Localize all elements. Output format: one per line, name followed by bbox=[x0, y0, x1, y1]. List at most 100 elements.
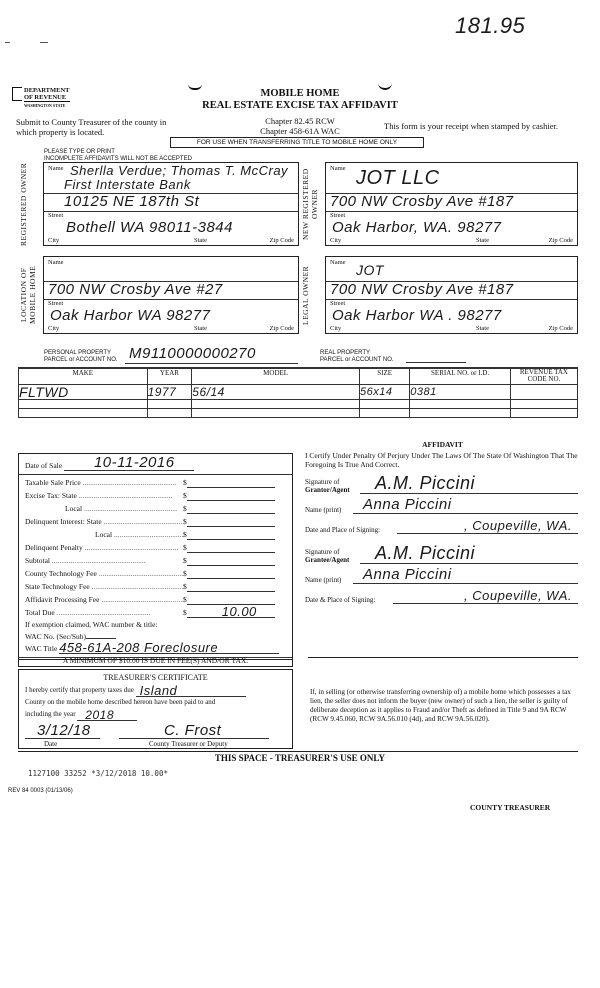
fee-value-field[interactable] bbox=[186, 596, 275, 605]
label: Name bbox=[330, 259, 346, 266]
label: Name (print) bbox=[305, 506, 342, 514]
cell-serial[interactable]: 0381 bbox=[409, 384, 511, 400]
registered-owner-name-2[interactable]: First Interstate Bank bbox=[64, 177, 191, 192]
fee-label-wrap: Local ..................................… bbox=[25, 504, 183, 514]
cell[interactable] bbox=[358, 408, 411, 418]
grantee-signature-field[interactable]: A.M. Piccini bbox=[360, 542, 578, 564]
fee-value-field[interactable] bbox=[186, 518, 275, 527]
cell[interactable] bbox=[146, 399, 193, 409]
cell-year[interactable]: 1977 bbox=[146, 384, 193, 400]
fee-label: Local bbox=[65, 504, 83, 513]
fee-label: Total Due bbox=[25, 608, 55, 617]
leader-dots: ........................................… bbox=[82, 504, 178, 513]
leader-dots: ........................................… bbox=[54, 608, 151, 617]
registered-owner-city[interactable]: Bothell WA 98011-3844 bbox=[66, 219, 233, 236]
label: including the year bbox=[25, 710, 76, 718]
cell-make[interactable]: FLTWD bbox=[18, 384, 148, 400]
cell[interactable] bbox=[191, 399, 360, 409]
fee-label-wrap: Excise Tax: State ......................… bbox=[25, 491, 183, 501]
treasurer-signature-field[interactable]: C. Frost bbox=[119, 722, 269, 739]
fee-row: Local ..................................… bbox=[25, 530, 286, 540]
cell[interactable] bbox=[509, 399, 579, 409]
scan-mark bbox=[40, 42, 48, 43]
fee-label-wrap: Total Due ..............................… bbox=[25, 608, 183, 618]
year-field[interactable]: 2018 bbox=[77, 709, 138, 721]
new-owner-street[interactable]: 700 NW Crosby Ave #187 bbox=[330, 193, 514, 210]
cell[interactable] bbox=[146, 408, 193, 418]
label: Street bbox=[330, 300, 346, 307]
location-box: Name Street City State Zip Code 700 NW C… bbox=[43, 256, 299, 334]
fee-value-field[interactable] bbox=[186, 544, 275, 553]
real-property-field[interactable] bbox=[406, 354, 466, 363]
county-field[interactable]: Island bbox=[135, 684, 246, 697]
cell[interactable] bbox=[191, 408, 360, 418]
label: PARCEL or ACCOUNT NO. bbox=[320, 357, 394, 363]
new-owner-city[interactable]: Oak Harbor, WA. 98277 bbox=[332, 219, 502, 236]
fee-value-field[interactable] bbox=[186, 531, 275, 540]
grantor-signature-field[interactable]: A.M. Piccini bbox=[360, 473, 578, 494]
label: County Treasurer or Deputy bbox=[149, 740, 228, 748]
dollar-sign: $ bbox=[183, 608, 187, 617]
cell[interactable] bbox=[509, 408, 579, 418]
fee-value-field[interactable] bbox=[186, 505, 275, 514]
cert-date-field[interactable]: 3/12/18 bbox=[25, 722, 100, 739]
label: Date of Sale bbox=[25, 461, 63, 470]
label: State bbox=[194, 237, 207, 244]
dollar-sign: $ bbox=[183, 556, 187, 565]
real-property-label: REAL PROPERTY PARCEL or ACCOUNT NO. bbox=[320, 350, 394, 364]
label: REAL PROPERTY bbox=[320, 350, 371, 356]
table-row bbox=[18, 399, 579, 409]
legal-owner-name[interactable]: JOT bbox=[356, 262, 384, 278]
fee-value-field[interactable] bbox=[186, 583, 275, 592]
registered-owner-name[interactable]: Sherlla Verdue; Thomas T. McCray bbox=[70, 163, 289, 178]
cell[interactable] bbox=[409, 399, 511, 409]
date-of-sale-field[interactable]: 10-11-2016 bbox=[63, 455, 194, 471]
dollar-sign: $ bbox=[183, 543, 187, 552]
new-owner-name[interactable]: JOT LLC bbox=[356, 167, 440, 189]
cell[interactable] bbox=[358, 399, 411, 409]
scan-mark bbox=[5, 42, 10, 43]
cell[interactable] bbox=[409, 408, 511, 418]
grantee-date-place-field[interactable]: , Coupeville, WA. bbox=[393, 588, 578, 604]
grantor-date-place-field[interactable]: , Coupeville, WA. bbox=[397, 518, 578, 534]
legal-owner-city[interactable]: Oak Harbor WA . 98277 bbox=[332, 307, 502, 324]
fee-label-wrap: County Technology Fee ..................… bbox=[25, 569, 183, 579]
county-treasurer-label: COUNTY TREASURER bbox=[470, 803, 551, 812]
fee-label: Excise Tax: State bbox=[25, 491, 77, 500]
cell-revenue-code[interactable] bbox=[509, 384, 579, 400]
cell[interactable] bbox=[18, 408, 148, 418]
fee-value-field[interactable]: 10.00 bbox=[186, 605, 275, 618]
cell[interactable] bbox=[18, 399, 148, 409]
label: PERSONAL PROPERTY bbox=[44, 350, 112, 356]
fee-label: Delinquent Interest: State bbox=[25, 517, 102, 526]
fee-value-field[interactable] bbox=[186, 492, 275, 501]
grantor-name-field[interactable]: Anna Piccini bbox=[353, 497, 578, 514]
label: WAC Title bbox=[25, 644, 58, 653]
header-revenue-code: REVENUE TAX CODE NO. bbox=[509, 368, 579, 385]
registered-owner-street[interactable]: 10125 NE 187th St bbox=[64, 193, 200, 210]
registered-owner-box: Name Street City State Zip Code Sherlla … bbox=[43, 162, 299, 246]
label: Zip Code bbox=[548, 237, 573, 244]
label: I hereby certify that property taxes due bbox=[25, 686, 134, 694]
fee-value-field[interactable] bbox=[186, 557, 275, 566]
personal-property-field[interactable]: M9110000000270 bbox=[125, 344, 298, 364]
cell-model[interactable]: 56/14 bbox=[191, 384, 360, 400]
wac-no-field[interactable] bbox=[86, 631, 117, 639]
fee-label: Local bbox=[95, 530, 113, 539]
wac-title-field[interactable]: 458-61A-208 Foreclosure bbox=[59, 641, 280, 654]
grantee-name-field[interactable]: Anna Piccini bbox=[353, 567, 578, 584]
legal-owner-street[interactable]: 700 NW Crosby Ave #187 bbox=[330, 281, 514, 298]
receipt-note: This form is your receipt when stamped b… bbox=[384, 121, 558, 131]
fee-row: Total Due ..............................… bbox=[25, 605, 286, 618]
label: City bbox=[48, 325, 60, 332]
table-row: FLTWD 1977 56/14 56x14 0381 bbox=[18, 384, 579, 400]
grantee-signature: A.M. Piccini bbox=[375, 543, 476, 563]
fee-value-field[interactable] bbox=[186, 570, 275, 579]
cell-size[interactable]: 56x14 bbox=[358, 384, 411, 400]
instructions: PLEASE TYPE OR PRINT INCOMPLETE AFFIDAVI… bbox=[44, 149, 192, 162]
location-city[interactable]: Oak Harbor WA 98277 bbox=[50, 307, 211, 324]
label: Zip Code bbox=[548, 325, 573, 332]
fee-value-field[interactable] bbox=[186, 479, 275, 488]
fee-label-wrap: Taxable Sale Price .....................… bbox=[25, 478, 183, 488]
location-street[interactable]: 700 NW Crosby Ave #27 bbox=[48, 281, 223, 298]
